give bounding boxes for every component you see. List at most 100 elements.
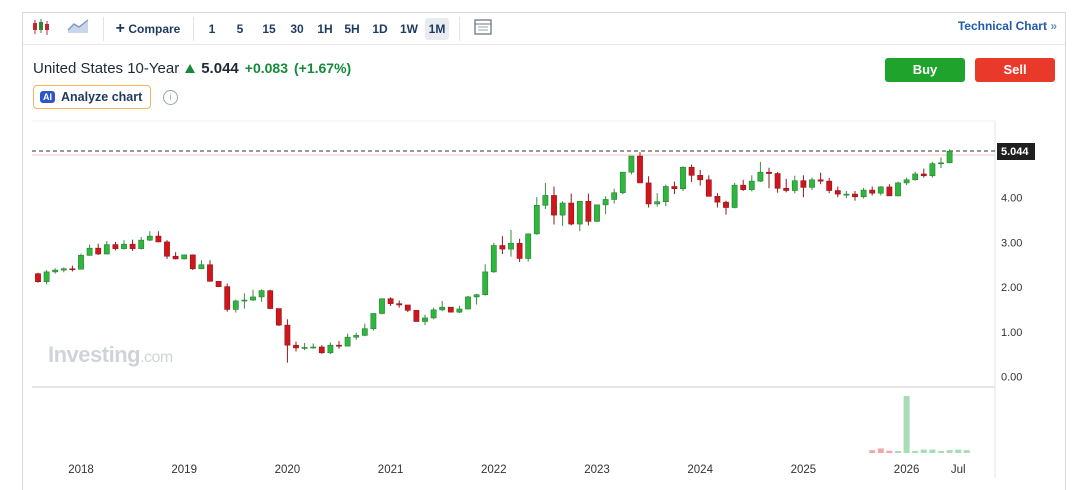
candle-body [791,180,798,191]
x-tick-label: 2025 [791,464,817,476]
area-chart-icon[interactable] [65,18,91,40]
candle-body [293,344,299,349]
plus-icon: + [115,20,125,37]
volume-bar [946,450,953,453]
candle-body [938,162,944,165]
x-tick-label: 2021 [378,464,404,476]
sell-button[interactable]: Sell [975,58,1055,82]
interval-30[interactable]: 30 [290,22,304,36]
up-arrow-icon [185,63,196,73]
candle-body [422,317,428,322]
candle-body [783,187,790,191]
candle-body [258,290,265,298]
candle-body [645,182,652,205]
candle-body [757,171,764,182]
candle-body [430,309,437,319]
candle-body [465,296,471,310]
candle-body [275,308,282,326]
candle-body [834,190,841,195]
candle-body [404,304,411,311]
candle-body [241,299,248,302]
technical-chart-link[interactable]: Technical Chart » [958,19,1057,33]
candle-body [473,294,480,298]
interval-5h[interactable]: 5H [344,22,360,36]
candle-body [594,204,600,222]
technical-chart-label: Technical Chart [957,19,1047,33]
candle-body [224,286,231,310]
interval-1d[interactable]: 1D [372,22,388,36]
x-tick-label: 2019 [171,464,197,476]
candle-body [336,344,342,347]
layout-icon[interactable] [471,18,495,40]
candle-body [499,245,506,250]
candle-body [318,346,325,354]
candle-body [585,200,592,222]
x-tick-label: 2020 [275,464,301,476]
candle-body [680,166,686,190]
candle-body [843,193,850,196]
interval-5[interactable]: 5 [236,22,244,36]
candle-body [43,271,50,283]
candle-body [740,184,747,190]
interval-15[interactable]: 15 [262,22,276,36]
compare-button[interactable]: + Compare [111,18,185,40]
y-tick-label: 1.00 [1001,327,1022,339]
candle-body [482,271,489,295]
candle-body [697,175,704,181]
candle-body [714,196,721,203]
candlestick-icon[interactable] [29,18,53,40]
candle-body [439,306,446,311]
candle-body [654,201,661,205]
candle-body [809,179,815,188]
candle-body [852,193,858,198]
candle-body [774,173,781,189]
candle-body [920,173,927,177]
toolbar-divider [193,17,194,41]
analyze-chart-button[interactable]: AI Analyze chart [33,85,152,109]
volume-bar [903,396,910,453]
toolbar-divider [459,17,460,41]
volume-bar [877,448,884,453]
candle-body [121,243,127,249]
interval-1[interactable]: 1 [208,22,216,36]
candle-body [628,155,635,173]
interval-1h[interactable]: 1H [317,22,333,36]
candle-body [95,247,102,255]
candle-body [912,173,919,181]
candle-body [232,300,239,310]
watermark-brand: Investing [48,342,141,367]
chart-container: + Compare 1 5 15 30 1H 5H 1D 1W 1M Techn… [22,12,1066,490]
candle-body [103,244,110,255]
candle-body [69,268,76,271]
candle-body [903,179,910,184]
candle-body [766,171,772,174]
info-icon[interactable]: i [163,90,178,105]
watermark-suffix: .com [140,349,173,366]
candle-body [207,264,213,282]
instrument-name: United States 10-Year [33,59,180,77]
x-tick-label: 2024 [687,464,713,476]
candle-body [379,298,385,314]
candle-body [146,235,153,241]
candle-body [301,347,308,349]
candle-body [860,189,867,198]
volume-bar [886,450,893,453]
candle-body [396,303,403,306]
volume-bar [963,450,970,453]
candle-body [155,235,162,243]
candle-body [826,180,833,191]
volume-bar [929,449,936,453]
buy-button[interactable]: Buy [885,58,965,82]
candle-body [542,195,549,206]
candle-body [172,255,179,260]
instrument-price: 5.044 [201,59,239,77]
candle-body [413,310,420,322]
price-change-percent: (+1.67%) [293,60,352,76]
candle-body [723,201,729,208]
instrument-header: United States 10-Year 5.044 +0.083 (+1.6… [33,57,351,79]
candle-body [447,306,454,313]
x-tick-label: 2022 [481,464,507,476]
interval-1m[interactable]: 1M [425,18,449,40]
interval-1w[interactable]: 1W [400,22,418,36]
